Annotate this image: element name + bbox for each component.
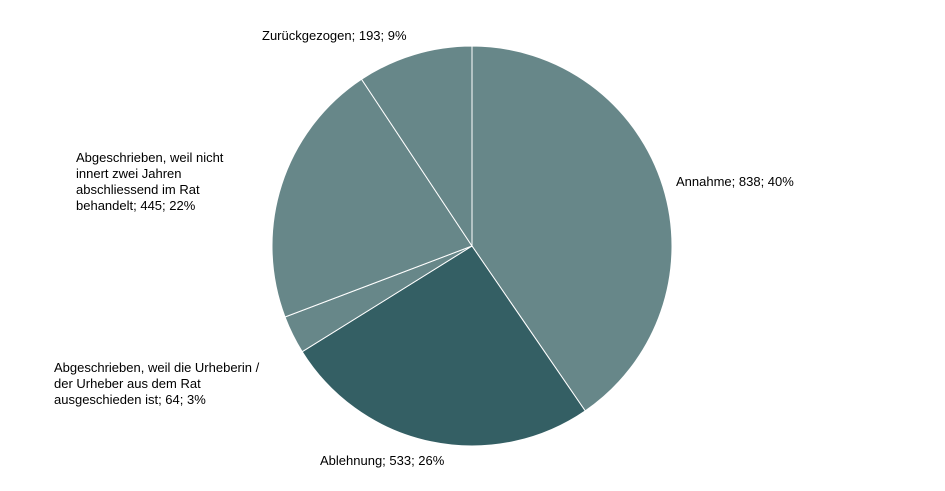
pie-slice-4 (271, 78, 473, 318)
pie-label-3-line-3: ausgeschieden ist; 64; 3% (54, 392, 206, 407)
pie-slice-5 (360, 45, 473, 248)
pie-label-4-line-4: behandelt; 445; 22% (76, 198, 196, 213)
pie-slices (271, 45, 673, 447)
pie-label-4: Abgeschrieben, weil nicht innert zwei Jah… (76, 150, 224, 213)
pie-label-3: Abgeschrieben, weil die Urheberin / der U… (54, 360, 260, 407)
pie-label-2-line-1: Ablehnung; 533; 26% (320, 453, 445, 468)
pie-labels: Annahme; 838; 40% Ablehnung; 533; 26% Abge… (54, 28, 794, 468)
pie-slice-1 (471, 45, 673, 412)
pie-label-2: Ablehnung; 533; 26% (320, 453, 445, 468)
pie-label-1-line-1: Annahme; 838; 40% (676, 174, 794, 189)
pie-label-1: Annahme; 838; 40% (676, 174, 794, 189)
pie-label-5: Zurückgezogen; 193; 9% (262, 28, 407, 43)
pie-label-5-line-1: Zurückgezogen; 193; 9% (262, 28, 407, 43)
pie-label-3-line-2: der Urheber aus dem Rat (54, 376, 201, 391)
pie-label-4-line-1: Abgeschrieben, weil nicht (76, 150, 224, 165)
pie-label-4-line-3: abschliessend im Rat (76, 182, 200, 197)
pie-label-3-line-1: Abgeschrieben, weil die Urheberin / (54, 360, 260, 375)
pie-slice-2 (301, 245, 586, 447)
pie-label-4-line-2: innert zwei Jahren (76, 166, 182, 181)
